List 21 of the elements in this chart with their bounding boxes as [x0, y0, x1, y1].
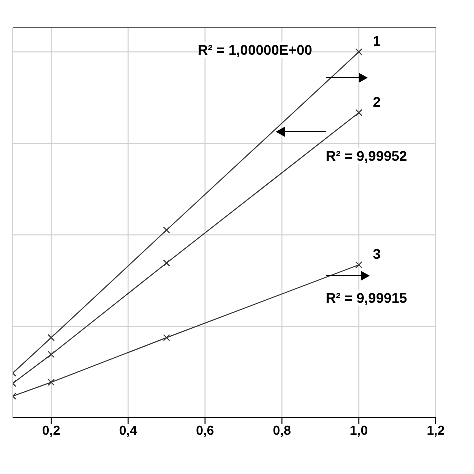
point — [356, 109, 363, 116]
series-label: 2 — [373, 94, 382, 110]
point — [356, 48, 363, 56]
point — [48, 334, 55, 342]
annotation: R² = 9,99915 — [326, 290, 408, 306]
x-tick-label: 0,8 — [273, 423, 292, 438]
series-label: 3 — [373, 246, 382, 262]
point — [163, 334, 170, 342]
x-tick-label: 0,2 — [42, 423, 60, 438]
x-tick-label: 0,4 — [119, 423, 138, 438]
point — [48, 351, 55, 358]
annotation: R² = 1,00000E+00 — [198, 42, 312, 58]
series-label: 1 — [373, 33, 382, 50]
point — [163, 226, 170, 234]
x-tick-label: 0,6 — [196, 423, 214, 438]
x-tick-label: 1,2 — [426, 423, 446, 438]
point — [48, 379, 55, 386]
x-tick-label: 1,0 — [350, 423, 368, 438]
point — [356, 262, 363, 269]
point — [163, 260, 170, 267]
annotation: R² = 9,99952 — [326, 148, 408, 164]
